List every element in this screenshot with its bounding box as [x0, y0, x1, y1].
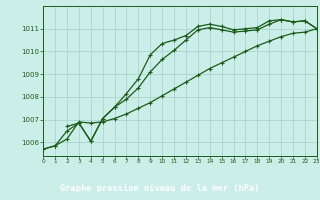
Text: Graphe pression niveau de la mer (hPa): Graphe pression niveau de la mer (hPa) — [60, 184, 260, 193]
